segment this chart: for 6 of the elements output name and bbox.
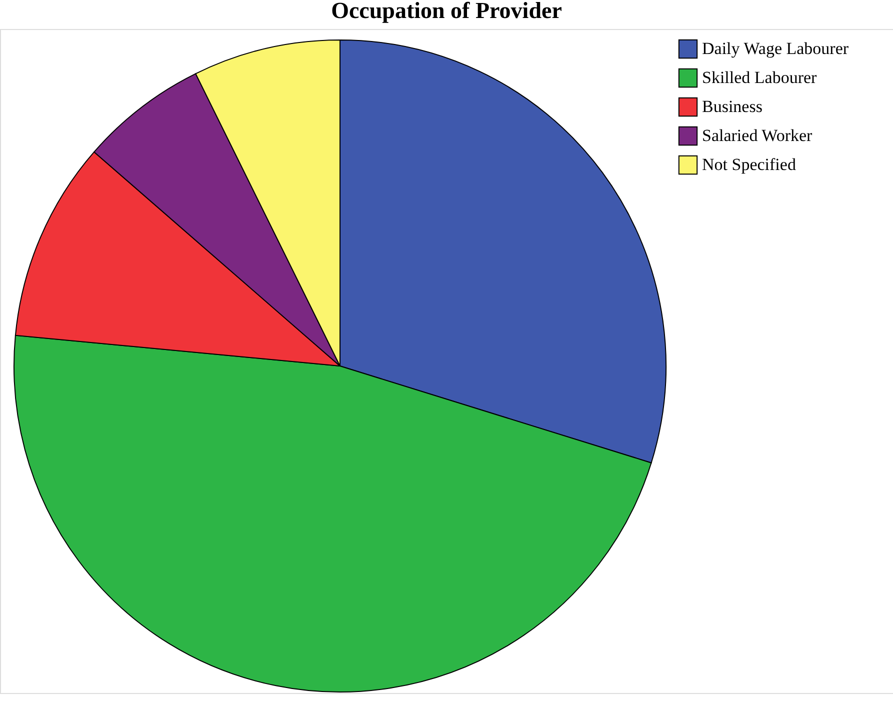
- legend-label: Not Specified: [702, 155, 796, 174]
- chart-title: Occupation of Provider: [331, 0, 562, 23]
- legend-label: Salaried Worker: [702, 126, 813, 145]
- legend-label: Daily Wage Labourer: [702, 39, 849, 58]
- legend-label: Skilled Labourer: [702, 68, 818, 87]
- legend-label: Business: [702, 97, 762, 116]
